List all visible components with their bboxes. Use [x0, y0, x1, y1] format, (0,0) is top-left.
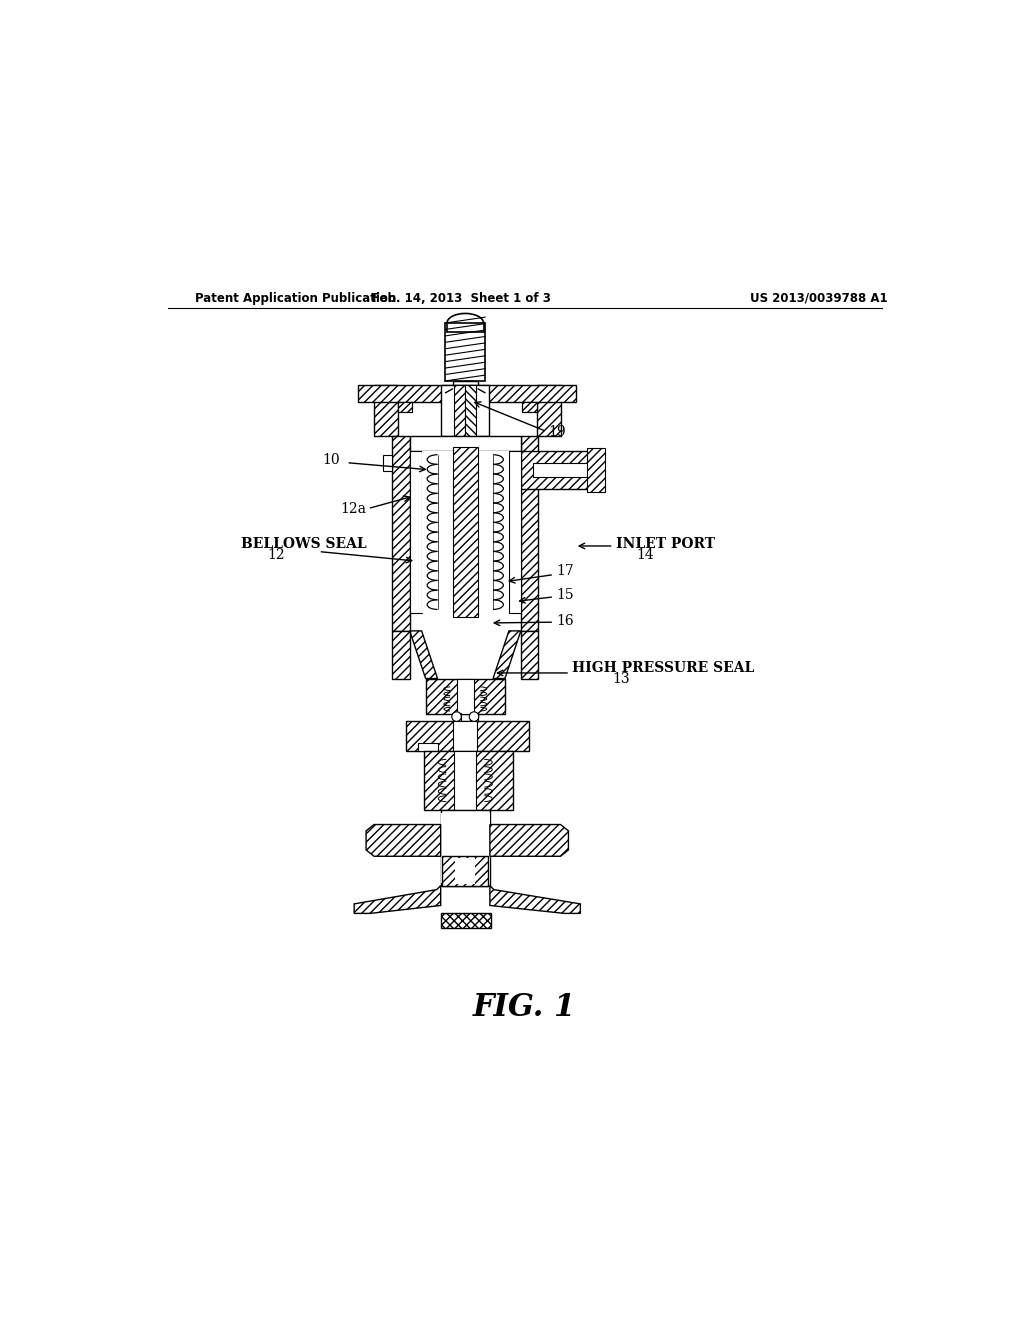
- Bar: [445, 323, 485, 381]
- Text: Feb. 14, 2013  Sheet 1 of 3: Feb. 14, 2013 Sheet 1 of 3: [372, 292, 551, 305]
- Bar: [440, 810, 489, 886]
- Polygon shape: [426, 678, 505, 714]
- Circle shape: [452, 711, 461, 721]
- Polygon shape: [424, 751, 513, 810]
- Bar: [441, 913, 490, 928]
- Polygon shape: [406, 721, 528, 751]
- Bar: [455, 751, 476, 810]
- Bar: [532, 462, 603, 477]
- Polygon shape: [392, 631, 410, 678]
- Text: 15: 15: [557, 589, 574, 602]
- Bar: [455, 385, 465, 437]
- Text: BELLOWS SEAL: BELLOWS SEAL: [242, 537, 368, 550]
- Bar: [410, 437, 521, 450]
- Bar: [447, 454, 482, 610]
- Bar: [422, 450, 509, 614]
- Bar: [465, 385, 476, 437]
- Bar: [509, 450, 521, 614]
- Bar: [441, 385, 489, 437]
- Bar: [470, 713, 478, 721]
- Polygon shape: [521, 631, 539, 678]
- Bar: [410, 450, 422, 614]
- Polygon shape: [537, 385, 560, 437]
- Polygon shape: [489, 825, 568, 857]
- Text: Patent Application Publication: Patent Application Publication: [196, 292, 396, 305]
- Text: HIGH PRESSURE SEAL: HIGH PRESSURE SEAL: [572, 661, 755, 676]
- Bar: [453, 446, 478, 618]
- Bar: [453, 713, 461, 721]
- Bar: [522, 403, 537, 412]
- Bar: [454, 721, 477, 751]
- Text: 16: 16: [557, 614, 574, 627]
- Bar: [453, 381, 478, 389]
- Polygon shape: [489, 886, 581, 913]
- Text: US 2013/0039788 A1: US 2013/0039788 A1: [750, 292, 887, 305]
- Polygon shape: [374, 385, 397, 437]
- Bar: [418, 743, 437, 751]
- Text: 10: 10: [323, 453, 340, 467]
- Text: 12a: 12a: [340, 503, 366, 516]
- Polygon shape: [521, 450, 603, 488]
- Circle shape: [469, 711, 479, 721]
- Polygon shape: [521, 437, 539, 631]
- Text: 17: 17: [557, 565, 574, 578]
- Bar: [397, 403, 412, 412]
- Bar: [440, 813, 464, 883]
- Text: 14: 14: [636, 549, 653, 562]
- Text: 12: 12: [267, 549, 285, 562]
- Bar: [383, 454, 392, 471]
- Bar: [442, 857, 488, 886]
- Bar: [358, 385, 577, 403]
- Bar: [467, 813, 489, 883]
- Bar: [397, 403, 412, 412]
- Polygon shape: [367, 825, 440, 857]
- Bar: [456, 858, 475, 884]
- Polygon shape: [494, 631, 521, 678]
- Polygon shape: [354, 886, 440, 913]
- Polygon shape: [410, 631, 437, 678]
- Bar: [522, 403, 537, 412]
- Text: 19: 19: [549, 425, 566, 440]
- Polygon shape: [392, 437, 410, 631]
- Text: 13: 13: [612, 672, 630, 686]
- Text: INLET PORT: INLET PORT: [616, 537, 715, 550]
- Text: FIG. 1: FIG. 1: [473, 993, 577, 1023]
- Bar: [457, 678, 474, 714]
- Bar: [588, 447, 605, 492]
